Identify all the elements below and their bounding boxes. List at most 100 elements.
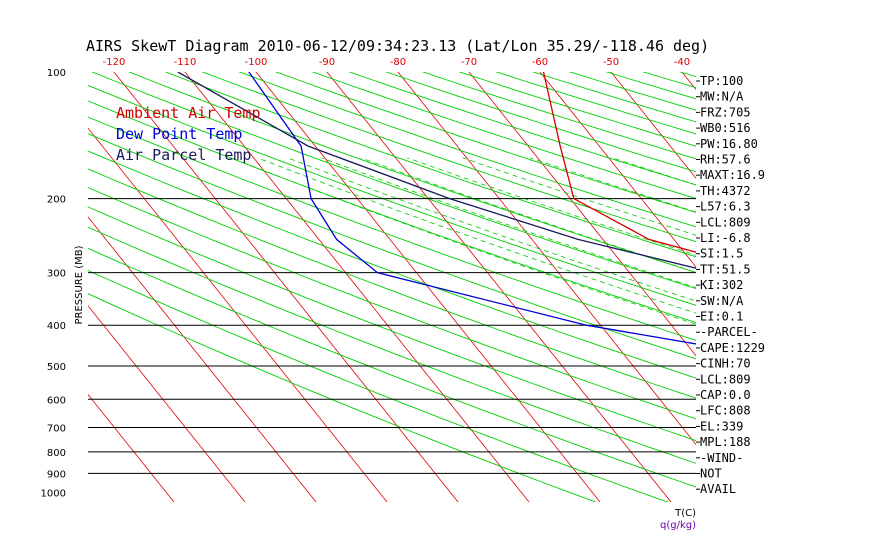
axis-labels: 100 200 300 400 500 600 700 800 900 1000 -120 -110 -… [41,57,697,531]
moist-adiabat-line [287,157,696,302]
moist-adiabat-line [817,158,870,510]
dry-adiabat-line [238,72,696,228]
index-label: LCL:809 [700,215,751,229]
temp-unit-label: T(C) [674,508,696,519]
dry-adiabat-line [128,72,696,273]
legend-item: Dew Point Temp [116,125,242,143]
dry-adiabat-line [830,63,870,509]
index-label: SI:1.5 [700,247,743,261]
top-temp-tick-label: -90 [319,57,335,68]
dry-adiabat-line [421,72,696,160]
top-temp-tick-label: -40 [674,57,690,68]
moist-adiabat-line [360,157,696,273]
dry-adiabat-line [88,100,696,324]
index-label: CINH:70 [700,357,751,371]
index-label: NOT [700,467,722,481]
dry-adiabat-line [458,72,696,147]
index-label: SW:N/A [700,294,744,308]
index-label: MPL:188 [700,435,751,449]
dry-adiabat-line [91,72,696,290]
isotherm-line [539,72,696,268]
legend-item: Ambient Air Temp [116,104,261,122]
pressure-tick-label: 500 [47,362,66,373]
parcel-temp-line [177,72,696,269]
top-temp-tick-label: -60 [532,57,548,68]
dry-adiabat-line [88,133,696,360]
isotherm-line [738,53,870,510]
dry-adiabat-line [88,293,597,502]
index-label: LCL:809 [700,372,751,386]
pressure-tick-label: 200 [47,195,66,206]
dry-adiabat-line [88,168,696,399]
isotherm-line [113,72,459,502]
index-label: FRZ:705 [700,105,751,119]
top-temp-tick-label: -70 [461,57,477,68]
profile-lines [177,72,696,345]
top-temp-tick-label: -110 [174,57,197,68]
index-label: -WIND- [700,451,743,465]
dry-adiabat-line [88,269,670,502]
chart-title: AIRS SkewT Diagram 2010-06-12/09:34:23.1… [86,37,709,55]
top-temp-tick-label: -80 [390,57,406,68]
dry-adiabat-line [348,72,696,186]
index-label: L57:6.3 [700,200,751,214]
moist-adiabat-line [230,157,696,325]
index-label: PW:16.80 [700,137,758,151]
isotherm-line [397,72,696,446]
dry-adiabat-line [385,72,696,173]
isotherm-line [255,72,601,502]
index-label: KI:302 [700,278,743,292]
moist-adiabat-lines [230,157,870,510]
index-label: AVAIL [700,482,736,496]
dry-adiabat-line [758,63,870,509]
dry-adiabat-line [88,226,696,464]
pressure-tick-label: 400 [47,321,66,332]
index-label: CAPE:1229 [700,341,765,355]
pressure-tick-label: 1000 [41,489,66,500]
index-label: RH:57.6 [700,153,751,167]
isobar-lines [88,198,696,474]
y-axis-label: PRESSURE (MB) [74,245,85,324]
top-temp-tick-label: -100 [245,57,268,68]
isotherm-line [184,72,530,502]
dry-adiabat-line [88,84,696,306]
dry-adiabat-line [164,72,696,258]
isotherm-line [88,305,246,502]
isotherm-line [610,72,696,179]
index-label: TH:4372 [700,184,751,198]
index-label: TT:51.5 [700,262,751,276]
ambient-temp-line [542,72,696,253]
index-label: EL:339 [700,419,743,433]
dry-adiabat-line [274,72,696,213]
dewpoint-temp-line [248,72,696,345]
pressure-tick-label: 800 [47,448,66,459]
dry-adiabat-line [866,63,870,509]
isotherm-line [681,72,696,91]
moist-adiabat-line [257,157,696,314]
pressure-tick-label: 900 [47,469,66,480]
index-label: -PARCEL- [700,325,758,339]
pressure-tick-label: 700 [47,423,66,434]
dry-adiabat-line [88,247,696,488]
legend-item: Air Parcel Temp [116,146,251,164]
moist-adiabat-line [462,157,696,236]
dry-adiabat-line [311,72,696,200]
index-label: LI:-6.8 [700,231,751,245]
isotherm-line [326,72,672,502]
isotherm-line [88,127,388,502]
dry-adiabat-line [794,63,870,509]
isotherm-line [88,216,317,502]
isotherm-line [88,393,175,502]
dry-adiabat-line [88,206,696,442]
moist-adiabat-line [321,157,696,289]
legend: Ambient Air Temp Dew Point Temp Air Parcel… [116,104,261,164]
dry-adiabat-line [88,116,696,341]
index-label: WB0:516 [700,121,751,135]
mixing-ratio-line [760,239,870,492]
index-label: MAXT:16.9 [700,168,765,182]
top-temp-tick-label: -50 [603,57,619,68]
dry-adiabat-line [495,72,696,135]
isotherm-line [809,53,870,510]
